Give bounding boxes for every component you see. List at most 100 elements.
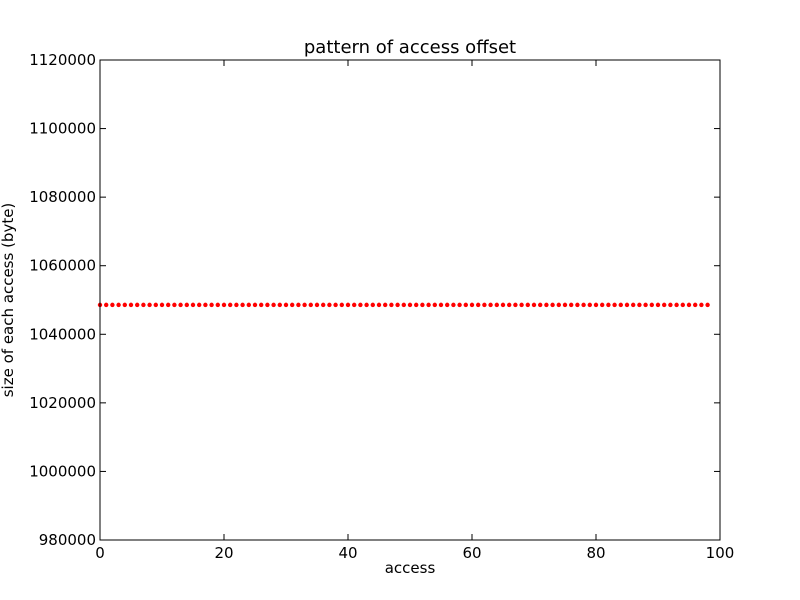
data-point (116, 302, 121, 308)
data-point (519, 302, 524, 308)
data-point (166, 302, 171, 308)
data-point (445, 302, 450, 308)
data-point (414, 302, 419, 308)
data-point (321, 302, 326, 308)
data-point (420, 302, 425, 308)
data-point (159, 302, 165, 308)
x-tick-label: 20 (214, 544, 233, 562)
y-axis-label: size of each access (byte) (0, 203, 17, 398)
data-point (221, 302, 227, 308)
data-point (649, 302, 654, 308)
data-point (290, 302, 295, 308)
data-point (531, 302, 537, 308)
data-point (575, 302, 580, 308)
data-point (364, 302, 369, 308)
data-point (141, 302, 146, 308)
data-point (618, 302, 623, 308)
data-point (190, 302, 196, 308)
data-point (401, 302, 406, 308)
data-point (637, 302, 642, 308)
data-point (407, 302, 413, 308)
data-point (153, 302, 158, 308)
data-point (184, 302, 189, 308)
y-tick-label: 1120000 (29, 51, 96, 69)
data-point (668, 302, 673, 308)
x-tick-label: 80 (586, 544, 605, 562)
data-point (252, 302, 258, 308)
data-point (358, 302, 363, 308)
data-point (513, 302, 518, 308)
x-tick-label: 60 (462, 544, 481, 562)
data-point (432, 302, 437, 308)
data-point (271, 302, 276, 308)
data-point (674, 302, 679, 308)
data-point (426, 302, 431, 308)
data-point (383, 302, 388, 308)
data-point (463, 302, 468, 308)
data-point (569, 302, 574, 308)
data-point (556, 302, 561, 308)
data-point (680, 302, 685, 308)
data-point (705, 302, 710, 308)
data-point (345, 302, 351, 308)
data-point (376, 302, 382, 308)
data-point (178, 302, 183, 308)
data-point (525, 302, 530, 308)
data-point (246, 302, 251, 308)
data-points (97, 302, 710, 308)
data-point (693, 302, 698, 308)
data-point (327, 302, 332, 308)
y-tick-label: 980000 (39, 531, 96, 549)
data-point (686, 302, 692, 308)
data-point (172, 302, 177, 308)
data-point (104, 302, 109, 308)
data-point (135, 302, 140, 308)
data-point (438, 302, 444, 308)
data-point (482, 302, 487, 308)
data-point (662, 302, 667, 308)
plot-area-frame (99, 59, 721, 541)
data-point (500, 302, 506, 308)
y-tick-label: 1040000 (29, 325, 96, 343)
data-point (215, 302, 220, 308)
data-point (339, 302, 344, 308)
data-point (562, 302, 568, 308)
data-point (507, 302, 512, 308)
data-point (352, 302, 357, 308)
chart-title: pattern of access offset (304, 37, 516, 58)
data-point (612, 302, 617, 308)
x-axis-label: access (385, 559, 436, 577)
y-tick-label: 1060000 (29, 257, 96, 275)
data-point (265, 302, 270, 308)
x-tick-label: 100 (706, 544, 735, 562)
data-point (259, 302, 264, 308)
data-point (544, 302, 549, 308)
axis-ticks: 0 20 40 60 80 100 980000 1000000 1020000 1040000 1… (29, 51, 734, 562)
data-point (277, 302, 282, 308)
data-point (469, 302, 475, 308)
data-point (699, 302, 704, 308)
y-tick-label: 1020000 (29, 394, 96, 412)
y-tick-label: 1100000 (29, 120, 96, 138)
data-point (643, 302, 648, 308)
data-point (389, 302, 394, 308)
data-point (203, 302, 208, 308)
data-point (538, 302, 543, 308)
data-point (240, 302, 245, 308)
data-point (209, 302, 214, 308)
data-point (624, 302, 630, 308)
data-point (234, 302, 239, 308)
data-point (302, 302, 307, 308)
data-point (147, 302, 152, 308)
data-point (587, 302, 592, 308)
data-point (314, 302, 320, 308)
data-point (550, 302, 555, 308)
x-tick-label: 0 (95, 544, 105, 562)
data-point (581, 302, 586, 308)
data-point (110, 302, 115, 308)
x-tick-label: 40 (338, 544, 357, 562)
data-point (333, 302, 338, 308)
data-point (370, 302, 375, 308)
data-point (593, 302, 599, 308)
